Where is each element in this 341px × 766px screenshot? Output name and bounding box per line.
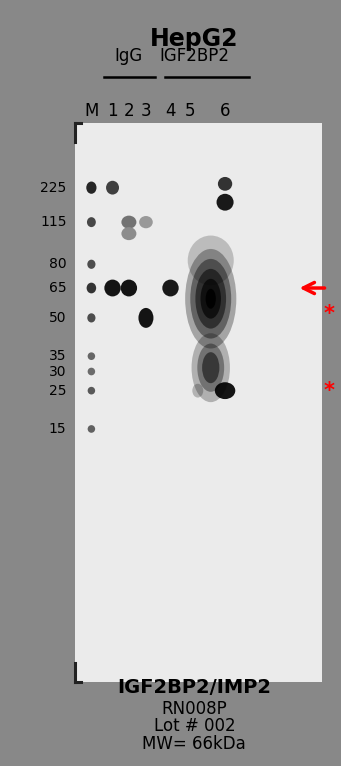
Text: *: * (324, 381, 335, 401)
Ellipse shape (192, 333, 230, 402)
Ellipse shape (201, 279, 221, 319)
Text: HepG2: HepG2 (150, 27, 239, 51)
Ellipse shape (87, 283, 96, 293)
Ellipse shape (218, 177, 232, 191)
Text: RN008P: RN008P (162, 700, 227, 718)
Ellipse shape (202, 352, 219, 383)
Ellipse shape (162, 280, 179, 296)
Ellipse shape (217, 194, 234, 211)
Bar (75, 123, 322, 682)
Text: 50: 50 (49, 311, 66, 325)
Text: Lot # 002: Lot # 002 (153, 718, 235, 735)
Ellipse shape (104, 280, 121, 296)
Ellipse shape (192, 384, 203, 398)
Ellipse shape (195, 269, 226, 329)
Ellipse shape (185, 249, 236, 349)
Text: 225: 225 (40, 181, 66, 195)
Ellipse shape (87, 260, 95, 269)
Ellipse shape (215, 382, 235, 399)
Ellipse shape (87, 313, 95, 322)
Text: 15: 15 (49, 422, 66, 436)
Ellipse shape (121, 227, 136, 241)
Text: 2: 2 (123, 102, 134, 120)
Ellipse shape (88, 368, 95, 375)
Ellipse shape (206, 289, 216, 309)
Ellipse shape (88, 387, 95, 394)
Text: MW= 66kDa: MW= 66kDa (143, 735, 246, 753)
Ellipse shape (197, 343, 224, 392)
Text: IGF2BP2: IGF2BP2 (159, 47, 229, 65)
Text: 65: 65 (49, 281, 66, 295)
Text: 115: 115 (40, 215, 66, 229)
Ellipse shape (121, 280, 137, 296)
Text: 1: 1 (107, 102, 118, 120)
Text: IGF2BP2/IMP2: IGF2BP2/IMP2 (117, 678, 271, 697)
Text: 6: 6 (220, 102, 230, 120)
Ellipse shape (138, 308, 153, 328)
Ellipse shape (88, 425, 95, 433)
Ellipse shape (121, 216, 136, 228)
Ellipse shape (106, 181, 119, 195)
Text: 4: 4 (165, 102, 176, 120)
Text: 5: 5 (185, 102, 195, 120)
Ellipse shape (86, 182, 97, 194)
Ellipse shape (88, 352, 95, 360)
Text: 30: 30 (49, 365, 66, 378)
Text: 35: 35 (49, 349, 66, 363)
Ellipse shape (188, 235, 234, 286)
Text: 3: 3 (140, 102, 151, 120)
Text: 80: 80 (49, 257, 66, 271)
Text: M: M (84, 102, 99, 120)
Text: IgG: IgG (115, 47, 143, 65)
Text: 25: 25 (49, 384, 66, 398)
Ellipse shape (139, 216, 153, 228)
Ellipse shape (190, 259, 231, 339)
Ellipse shape (87, 217, 96, 227)
Text: *: * (324, 304, 335, 324)
